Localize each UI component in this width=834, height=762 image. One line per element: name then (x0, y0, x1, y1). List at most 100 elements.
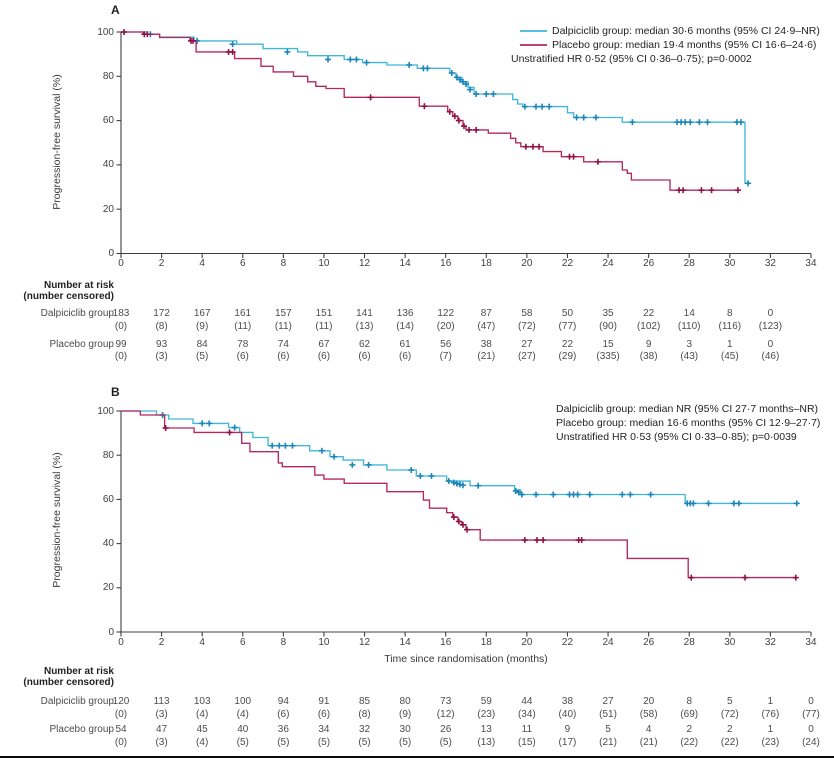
panel-b-risk-row-dalpiciclib-censored: (3) (155, 709, 168, 720)
panel-a-risk-row-dalpiciclib-count: 141 (356, 308, 373, 319)
panel-a-risk-row-dalpiciclib-count: 122 (437, 308, 455, 319)
panel-a-risk-row-placebo-count: 15 (602, 339, 614, 350)
figure-bottom-rule (0, 756, 834, 758)
panel-a-y-tick-label: 80 (102, 70, 114, 82)
panel-b-x-tick-label: 30 (724, 637, 736, 648)
panel-b-legend-placebo: Placebo group: median 16·6 months (95% C… (556, 417, 821, 429)
panel-a-risk-row-placebo-censored: (43) (680, 351, 699, 362)
panel-b-risk-row-dalpiciclib-censored: (23) (477, 709, 496, 720)
panel-b-x-tick-label: 12 (358, 637, 371, 648)
panel-a-risk-row-placebo-censored: (6) (358, 351, 371, 362)
panel-b-risk-row-placebo-censored: (5) (317, 737, 331, 748)
panel-b-risk-row-dalpiciclib-censored: (0) (114, 709, 128, 720)
panel-b-risk-row-placebo-count: 11 (521, 724, 533, 735)
panel-b-legend-hr: Unstratified HR 0·53 (95% CI 0·33–0·85);… (556, 431, 797, 443)
panel-b-risk-row-dalpiciclib-count: 38 (561, 696, 574, 707)
panel-b-risk-row-placebo-count: 47 (156, 724, 168, 735)
panel-a-x-tick-label: 6 (239, 258, 246, 269)
panel-a-risk-row-placebo-count: 1 (727, 339, 733, 350)
panel-a-risk-row-placebo-censored: (6) (317, 351, 331, 362)
panel-a-legend-hr: Unstratified HR 0·52 (95% CI 0·36–0·75);… (511, 53, 752, 65)
panel-a-risk-row-dalpiciclib-count: 87 (480, 308, 492, 319)
panel-b-y-axis-title: Progression-free survival (%) (51, 452, 63, 588)
panel-a-risk-row-dalpiciclib-count: 35 (602, 308, 614, 319)
panel-a-risk-row-dalpiciclib-censored: (90) (599, 321, 617, 332)
panel-a-dalpiciclib-curve (121, 31, 750, 184)
panel-a-risk-row-dalpiciclib-censored: (9) (196, 321, 209, 332)
panel-a-risk-row-placebo-censored: (27) (517, 351, 536, 362)
panel-a-risk-row-dalpiciclib-censored: (11) (274, 321, 292, 332)
panel-a-risk-row-dalpiciclib-count: 161 (234, 308, 252, 319)
panel-b-x-tick-label: 22 (561, 637, 574, 648)
panel-a-y-axis-title: Progression-free survival (%) (51, 74, 63, 210)
panel-a-risk-row-placebo-censored: (7) (439, 351, 452, 362)
panel-b-risk-row-placebo-censored: (17) (558, 737, 577, 748)
panel-b-risk-row-placebo-censored: (5) (439, 737, 452, 748)
panel-b-x-tick-label: 34 (805, 637, 817, 648)
panel-a-x-tick-label: 4 (199, 258, 205, 269)
panel-b-risk-row-dalpiciclib-censored: (8) (358, 709, 371, 720)
panel-b-y-tick-label: 0 (108, 626, 114, 638)
panel-a-risk-row-placebo-censored: (38) (639, 351, 658, 362)
panel-b-risk-row-placebo-count: 40 (237, 724, 249, 735)
panel-a-risk-header: Number at risk (43, 280, 114, 291)
panel-b-x-tick-label: 10 (318, 637, 330, 648)
panel-a-risk-row-dalpiciclib-count: 22 (643, 308, 655, 319)
panel-a-risk-row-dalpiciclib-count: 167 (193, 308, 211, 319)
panel-b-risk-row-dalpiciclib-censored: (69) (680, 709, 699, 720)
panel-b-y-tick-label: 60 (102, 493, 114, 505)
panel-a-risk-header: (number censored) (23, 291, 114, 302)
panel-b-risk-row-dalpiciclib-censored: (34) (517, 709, 536, 720)
panel-b-risk-row-placebo-censored: (21) (599, 737, 617, 748)
panel-b-risk-row-placebo-count: 0 (808, 724, 814, 735)
panel-b-risk-row-dalpiciclib-count: 120 (112, 696, 130, 707)
panel-a-x-tick-label: 10 (318, 258, 330, 269)
panel-a-risk-row-dalpiciclib-count: 58 (521, 308, 533, 319)
panel-a-risk-row-dalpiciclib-censored: (77) (558, 321, 577, 332)
panel-b-x-tick-label: 4 (199, 637, 205, 648)
panel-a-risk-row-dalpiciclib-count: 14 (683, 308, 695, 319)
panel-b-risk-row-placebo-count: 9 (564, 724, 571, 735)
panel-a-risk-row-dalpiciclib-count: 157 (275, 308, 292, 319)
panel-a-risk-row-placebo-count: 22 (561, 339, 574, 350)
panel-b-x-axis-title: Time since randomisation (months) (384, 653, 548, 665)
panel-b-risk-row-dalpiciclib-count: 73 (440, 696, 452, 707)
panel-b-risk-row-dalpiciclib-label: Dalpiciclib group (40, 696, 114, 707)
panel-a-risk-row-dalpiciclib-censored: (110) (677, 321, 701, 332)
panel-b-risk-row-dalpiciclib-count: 113 (153, 696, 170, 707)
panel-a-risk-row-dalpiciclib-censored: (47) (477, 321, 496, 332)
panel-a-y-tick-label: 60 (102, 115, 114, 127)
panel-b-x-tick-label: 28 (683, 637, 695, 648)
panel-a-risk-row-placebo-count: 99 (115, 339, 127, 350)
panel-a-x-tick-label: 8 (280, 258, 287, 269)
panel-a-risk-row-placebo-censored: (5) (196, 351, 209, 362)
panel-a-risk-row-dalpiciclib-censored: (13) (355, 321, 374, 332)
panel-a-risk-row-placebo-count: 93 (156, 339, 168, 350)
panel-a-x-tick-label: 20 (521, 258, 533, 269)
panel-a-risk-row-placebo-count: 84 (196, 339, 208, 350)
panel-b-risk-row-dalpiciclib-censored: (9) (398, 709, 412, 720)
panel-b-risk-row-placebo-count: 2 (727, 724, 733, 735)
panel-b-x-tick-label: 26 (643, 637, 655, 648)
panel-b-x-tick-label: 0 (118, 637, 124, 648)
panel-b-risk-row-placebo-censored: (4) (196, 737, 209, 748)
panel-b-risk-row-dalpiciclib-censored: (72) (720, 709, 739, 720)
panel-b-risk-row-dalpiciclib-censored: (76) (761, 709, 780, 720)
panel-a-risk-row-dalpiciclib-censored: (11) (234, 321, 252, 332)
panel-b-risk-row-placebo-count: 30 (399, 724, 411, 735)
panel-a-risk-row-dalpiciclib-count: 50 (561, 308, 574, 319)
panel-b-risk-row-placebo-censored: (0) (114, 737, 128, 748)
panel-b-x-tick-label: 6 (239, 637, 246, 648)
panel-a-x-tick-label: 2 (158, 258, 165, 269)
panel-b-risk-row-placebo-count: 2 (686, 724, 692, 735)
panel-a-risk-row-dalpiciclib-censored: (20) (436, 321, 455, 332)
panel-b-risk-row-placebo-censored: (13) (477, 737, 496, 748)
panel-b-x-tick-label: 14 (399, 637, 411, 648)
panel-b-risk-row-placebo-censored: (5) (277, 737, 290, 748)
panel-a-y-tick-label: 20 (102, 203, 114, 215)
panel-a-risk-row-placebo-count: 61 (399, 339, 411, 350)
panel-b-risk-row-dalpiciclib-count: 8 (686, 696, 692, 707)
panel-a-risk-row-dalpiciclib-count: 136 (396, 308, 414, 319)
